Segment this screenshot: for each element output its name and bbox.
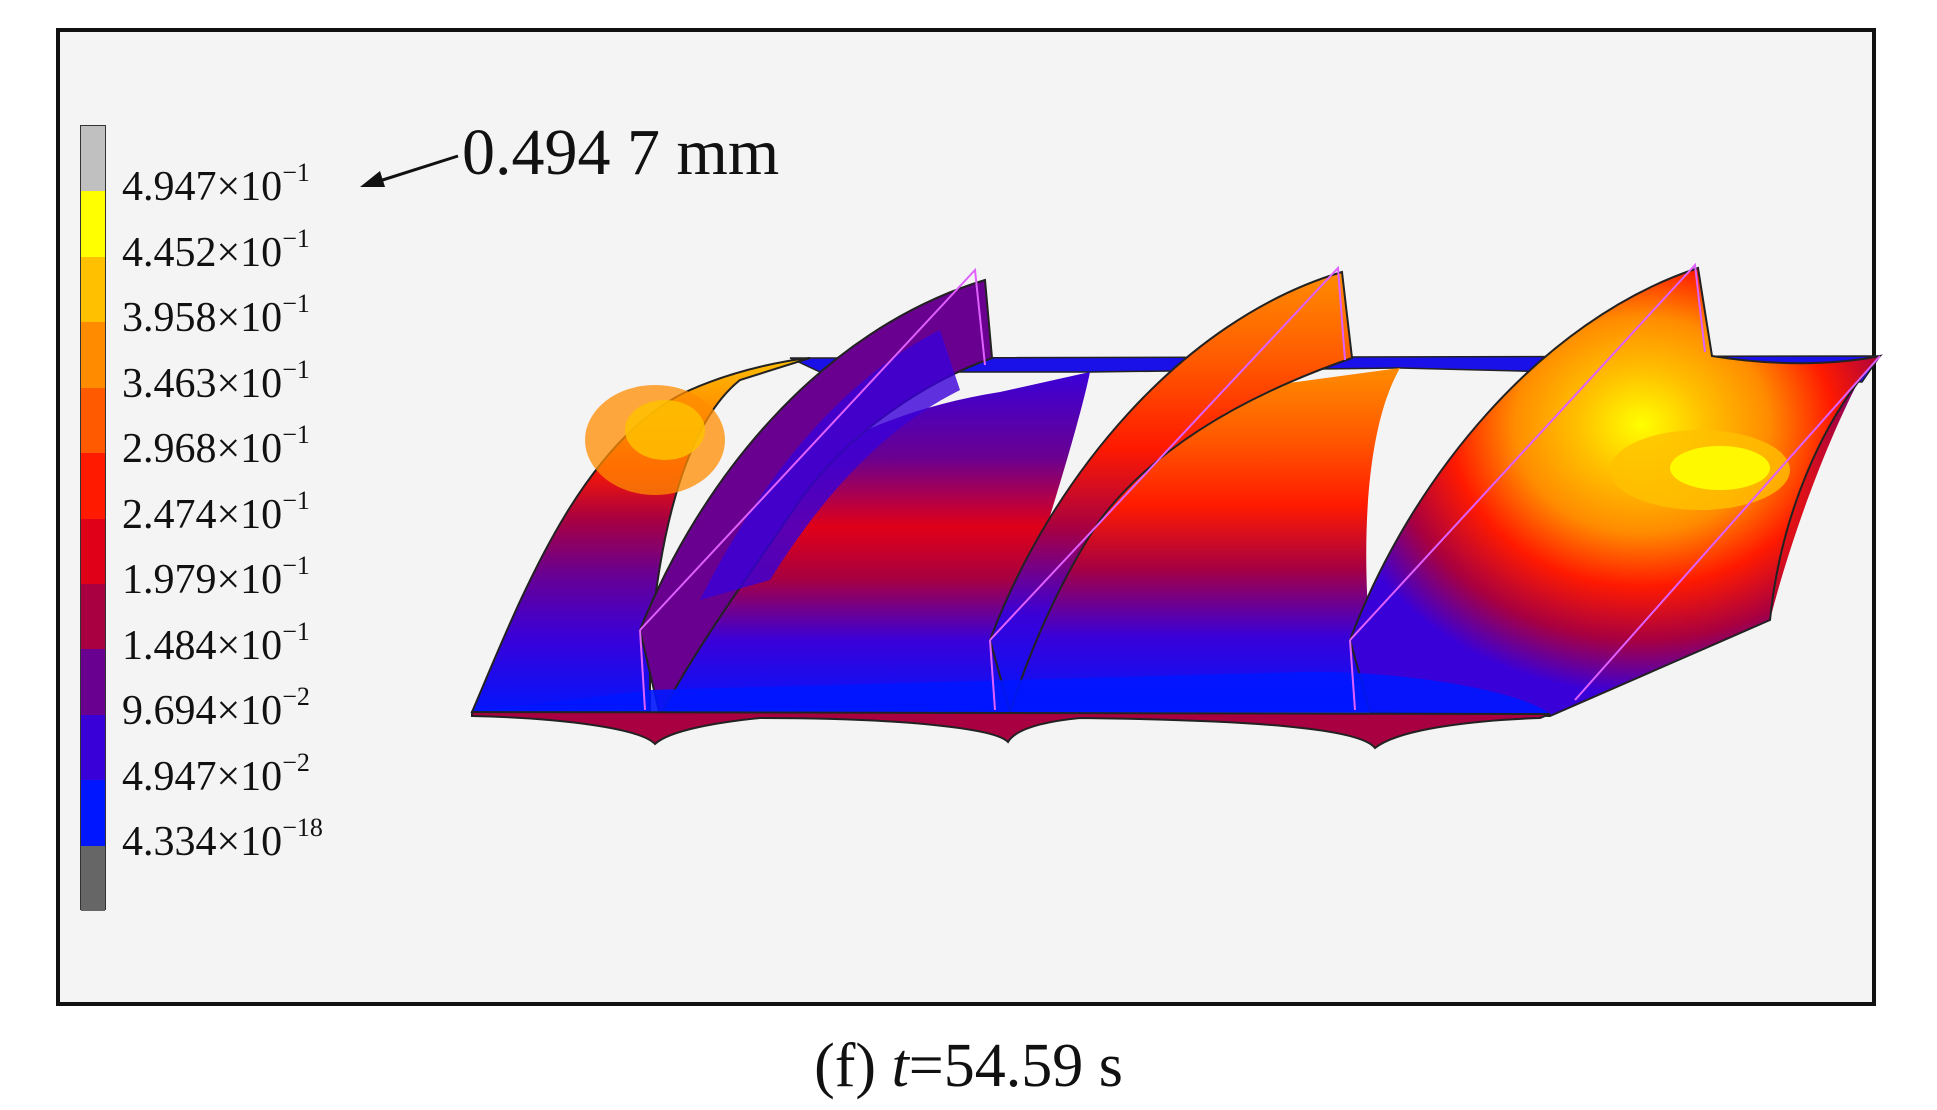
legend-label: 4.334×10−18 (122, 815, 323, 865)
legend-label-mantissa: 3.958×10 (122, 295, 283, 341)
legend-label: 4.947×10−1 (122, 160, 310, 210)
legend-color-segment (81, 780, 105, 847)
legend-color-segment (81, 845, 105, 912)
legend-color-segment (81, 256, 105, 323)
legend-color-segment (81, 387, 105, 454)
legend-label: 3.463×10−1 (122, 356, 310, 407)
legend-label-exponent: −1 (282, 485, 310, 515)
legend-color-segment (81, 583, 105, 650)
legend-label-exponent: −1 (282, 420, 310, 449)
legend-label: 2.968×10−1 (122, 422, 310, 472)
legend-color-segment (81, 518, 105, 585)
legend-label-mantissa: 1.484×10 (122, 622, 283, 669)
legend-color-segment (81, 126, 105, 192)
legend-label: 9.694×10−2 (122, 684, 310, 734)
legend-label: 4.947×10−2 (122, 749, 310, 800)
legend-color-segment (81, 453, 105, 519)
legend-label-mantissa: 3.463×10 (122, 360, 283, 407)
legend-color-segment (81, 191, 105, 258)
caption-time-variable: t (891, 1032, 909, 1100)
legend-label: 4.452×10−1 (122, 225, 310, 276)
legend-label-mantissa: 4.947×10 (122, 164, 283, 210)
legend-label-exponent: −2 (282, 682, 310, 711)
legend-color-segment (81, 322, 105, 389)
legend-label-mantissa: 4.334×10 (122, 819, 283, 865)
legend-label: 3.958×10−1 (122, 291, 310, 341)
max-displacement-callout: 0.494 7 mm (462, 116, 780, 189)
legend-label-exponent: −1 (282, 158, 310, 187)
legend-label-mantissa: 2.968×10 (122, 426, 283, 472)
legend-label: 2.474×10−1 (122, 487, 310, 538)
legend-label-exponent: −1 (282, 289, 310, 318)
color-legend-bar (80, 125, 106, 912)
legend-label-exponent: −1 (282, 354, 310, 384)
legend-label-exponent: −1 (282, 223, 310, 253)
legend-label: 1.979×10−1 (122, 553, 310, 603)
legend-label: 1.484×10−1 (122, 618, 310, 669)
legend-label-exponent: −1 (282, 551, 310, 580)
legend-label-exponent: −2 (282, 747, 310, 777)
legend-label-mantissa: 1.979×10 (122, 557, 283, 603)
figure-caption: (f) t=54.59 s (0, 1035, 1937, 1097)
caption-prefix: (f) (814, 1032, 892, 1100)
legend-label-mantissa: 2.474×10 (122, 491, 283, 538)
legend-label-mantissa: 9.694×10 (122, 688, 283, 734)
legend-label-mantissa: 4.452×10 (122, 229, 283, 276)
caption-time-value: =54.59 s (908, 1032, 1123, 1100)
legend-label-exponent: −1 (282, 616, 310, 646)
legend-color-segment (81, 714, 105, 781)
legend-color-segment (81, 649, 105, 716)
legend-label-exponent: −18 (282, 813, 323, 842)
legend-label-mantissa: 4.947×10 (122, 753, 283, 800)
